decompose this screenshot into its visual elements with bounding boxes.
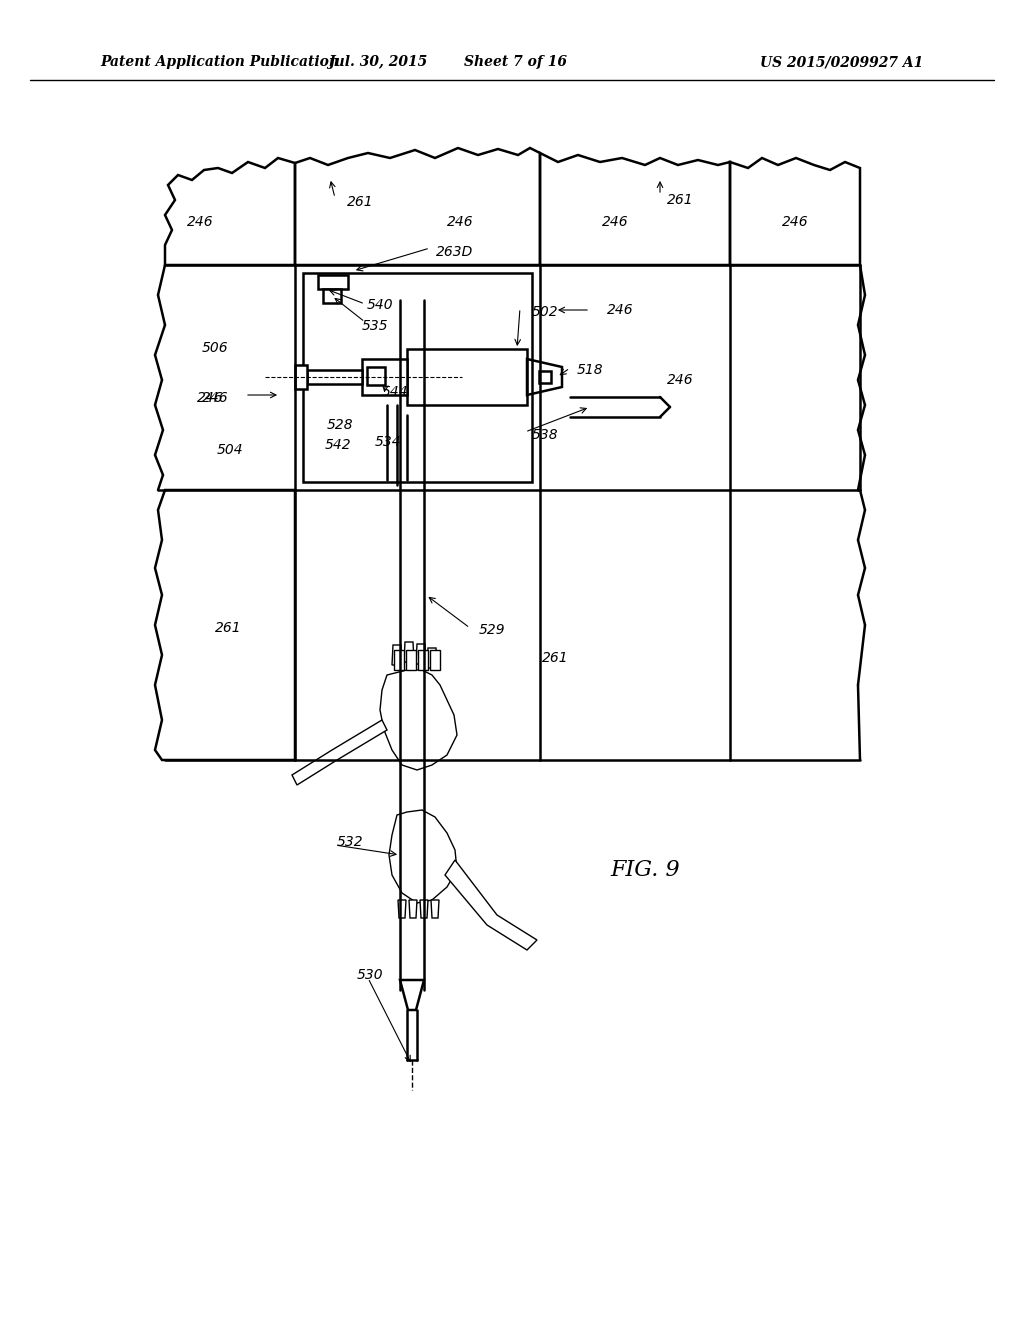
Text: 261: 261: [347, 195, 374, 209]
Text: Patent Application Publication: Patent Application Publication: [100, 55, 339, 69]
Polygon shape: [398, 900, 406, 917]
Text: 544: 544: [382, 385, 409, 399]
Text: 534: 534: [375, 436, 401, 449]
Text: 528: 528: [327, 418, 353, 432]
Text: 246: 246: [197, 391, 223, 405]
Text: 540: 540: [367, 298, 393, 312]
Bar: [323, 289, 341, 304]
Bar: [307, 370, 362, 384]
Text: 246: 246: [606, 304, 633, 317]
Polygon shape: [416, 644, 426, 664]
Bar: [539, 371, 551, 383]
Polygon shape: [380, 671, 457, 770]
Bar: [318, 275, 348, 289]
Text: Jul. 30, 2015: Jul. 30, 2015: [329, 55, 428, 69]
Text: 502: 502: [531, 305, 558, 319]
Polygon shape: [404, 642, 414, 663]
Text: Sheet 7 of 16: Sheet 7 of 16: [464, 55, 566, 69]
Text: 246: 246: [202, 391, 228, 405]
Bar: [394, 649, 404, 671]
Text: 518: 518: [577, 363, 603, 378]
Text: 529: 529: [478, 623, 505, 638]
Text: 542: 542: [325, 438, 351, 451]
Polygon shape: [389, 810, 457, 903]
Text: FIG. 9: FIG. 9: [610, 859, 680, 880]
Bar: [407, 348, 527, 405]
Polygon shape: [445, 861, 537, 950]
Text: 506: 506: [202, 341, 228, 355]
Bar: [406, 649, 416, 671]
Text: 246: 246: [781, 215, 808, 228]
Bar: [367, 367, 385, 385]
Text: 530: 530: [356, 968, 383, 982]
Polygon shape: [427, 648, 437, 668]
Text: 263D: 263D: [436, 246, 474, 259]
Bar: [295, 366, 307, 389]
Bar: [303, 273, 532, 482]
Text: 261: 261: [215, 620, 242, 635]
Text: 504: 504: [217, 444, 244, 457]
Bar: [430, 649, 440, 671]
Text: 538: 538: [531, 428, 558, 442]
Polygon shape: [420, 900, 428, 917]
Text: 246: 246: [667, 374, 693, 387]
Polygon shape: [409, 900, 417, 917]
Text: 532: 532: [337, 836, 364, 849]
Bar: [418, 649, 428, 671]
Text: 246: 246: [602, 215, 629, 228]
Bar: [362, 359, 407, 395]
Polygon shape: [392, 645, 402, 665]
Text: 246: 246: [186, 215, 213, 228]
Text: US 2015/0209927 A1: US 2015/0209927 A1: [760, 55, 924, 69]
Text: 261: 261: [542, 651, 568, 665]
Polygon shape: [292, 719, 387, 785]
Text: 261: 261: [667, 193, 693, 207]
Polygon shape: [431, 900, 439, 917]
Text: 246: 246: [446, 215, 473, 228]
Text: 535: 535: [361, 319, 388, 333]
